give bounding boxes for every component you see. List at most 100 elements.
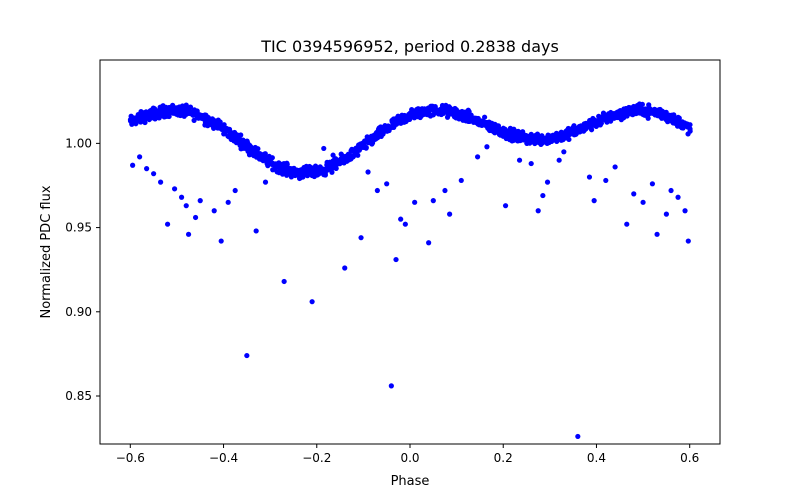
- x-axis-label: Phase: [391, 474, 430, 489]
- y-tick-label: 0.85: [65, 389, 92, 403]
- data-point: [211, 208, 217, 214]
- data-point: [158, 179, 164, 185]
- data-point: [588, 127, 595, 133]
- y-tick-label: 0.90: [65, 305, 92, 319]
- data-point: [640, 199, 646, 205]
- data-point: [540, 192, 546, 199]
- data-point: [516, 157, 523, 163]
- data-point: [321, 145, 327, 152]
- data-point: [402, 221, 408, 227]
- data-point: [682, 208, 688, 214]
- data-point: [591, 198, 597, 204]
- x-tick-label: 0.6: [680, 451, 699, 465]
- data-point: [474, 154, 481, 160]
- data-point: [355, 152, 361, 158]
- y-axis-label: Normalized PDC flux: [39, 185, 54, 318]
- data-point: [687, 128, 693, 134]
- data-point: [365, 169, 371, 175]
- data-point: [187, 104, 194, 110]
- chart-title: TIC 0394596952, period 0.2838 days: [260, 37, 559, 56]
- data-point: [185, 231, 192, 237]
- data-point: [178, 194, 185, 200]
- data-point: [197, 198, 203, 204]
- data-point: [232, 187, 238, 194]
- x-tick-label: 0.4: [587, 451, 606, 465]
- data-point: [458, 177, 464, 184]
- data-point: [624, 221, 630, 227]
- data-point: [329, 169, 335, 175]
- x-tick-label: −0.4: [209, 451, 238, 465]
- data-point: [484, 144, 490, 150]
- data-point: [676, 115, 682, 121]
- data-point: [351, 152, 357, 158]
- data-point: [398, 216, 404, 222]
- data-point: [309, 299, 315, 305]
- data-point: [687, 122, 693, 128]
- data-point: [631, 191, 637, 197]
- data-point: [430, 198, 436, 204]
- data-points: [127, 101, 693, 440]
- x-tick-label: 0.2: [494, 451, 513, 465]
- data-point: [363, 145, 369, 151]
- data-point: [238, 132, 244, 138]
- data-point: [358, 235, 364, 241]
- data-point: [137, 154, 143, 160]
- x-tick-label: −0.6: [116, 451, 145, 465]
- data-point: [281, 278, 287, 285]
- y-tick-label: 1.00: [65, 136, 92, 150]
- data-point: [685, 238, 691, 244]
- data-point: [284, 161, 290, 167]
- data-point: [262, 151, 268, 157]
- data-point: [225, 199, 231, 205]
- data-point: [144, 166, 150, 172]
- data-point: [668, 187, 674, 194]
- data-point: [171, 186, 178, 192]
- data-point: [269, 155, 275, 161]
- data-point: [130, 162, 136, 168]
- data-point: [384, 181, 390, 187]
- axis-ticks: −0.6 −0.4 −0.2 0.0 0.2 0.4 0.6 0.85 0.90 0.95 1.00: [65, 136, 699, 465]
- data-point: [142, 119, 148, 126]
- data-point: [535, 208, 541, 214]
- data-point: [482, 114, 488, 120]
- data-point: [528, 160, 534, 167]
- data-point: [442, 187, 448, 194]
- data-point: [575, 433, 581, 440]
- data-point: [649, 181, 656, 187]
- data-point: [218, 238, 224, 244]
- data-point: [561, 149, 567, 155]
- data-point: [612, 164, 618, 170]
- data-point: [183, 102, 189, 108]
- data-point: [393, 256, 399, 263]
- data-point: [244, 352, 250, 359]
- data-point: [447, 211, 453, 217]
- x-tick-label: −0.2: [302, 451, 331, 465]
- x-tick-label: 0.0: [400, 451, 419, 465]
- data-point: [603, 177, 609, 184]
- data-point: [374, 187, 380, 194]
- data-point: [663, 211, 669, 217]
- data-point: [164, 221, 171, 227]
- data-point: [556, 157, 562, 163]
- data-point: [654, 231, 660, 237]
- data-point: [502, 203, 509, 209]
- data-point: [330, 152, 336, 158]
- data-point: [388, 383, 394, 389]
- data-point: [426, 240, 432, 246]
- data-point: [675, 194, 681, 200]
- data-point: [183, 203, 189, 209]
- data-point: [586, 174, 593, 180]
- data-point: [342, 265, 348, 271]
- data-point: [151, 171, 157, 177]
- data-point: [639, 101, 645, 108]
- data-point: [192, 214, 199, 221]
- plot-frame: [99, 59, 721, 445]
- data-point: [544, 179, 551, 185]
- data-point: [253, 228, 259, 234]
- data-point: [288, 167, 294, 173]
- data-point: [412, 199, 418, 205]
- data-point: [255, 146, 261, 152]
- data-point: [333, 165, 339, 172]
